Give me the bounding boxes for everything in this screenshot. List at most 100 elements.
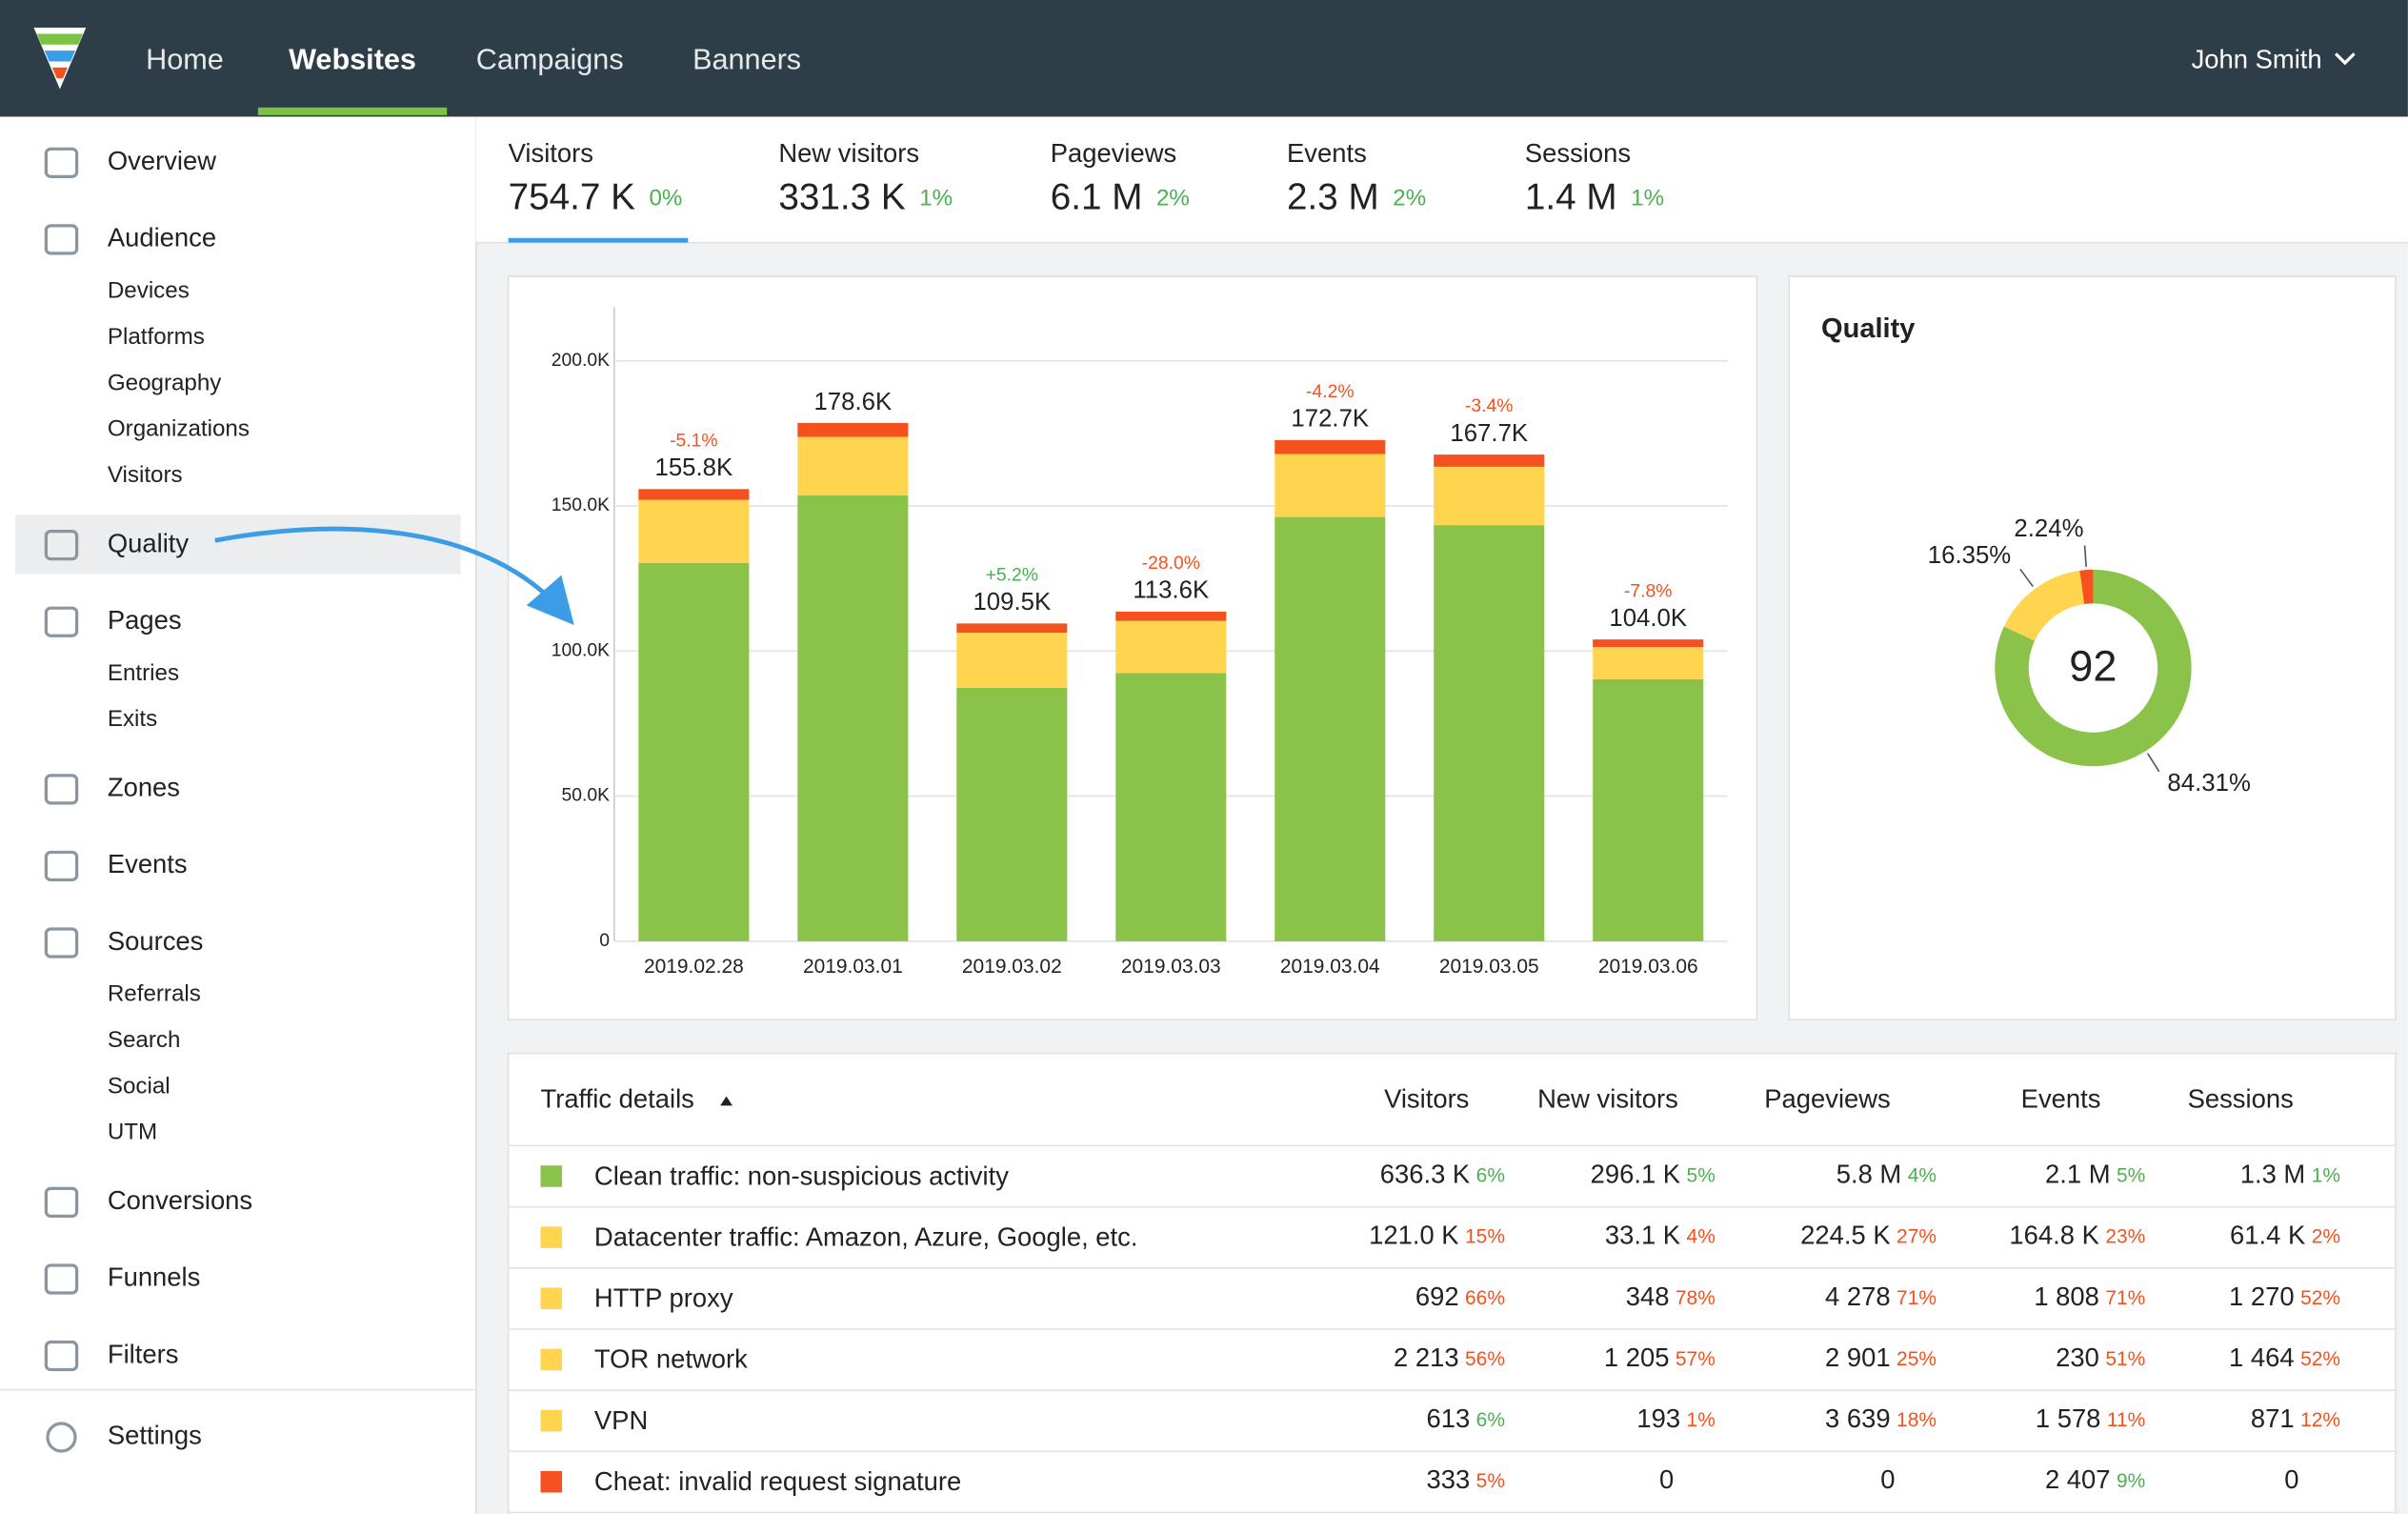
row-color-swatch bbox=[540, 1226, 563, 1248]
sidebar-icon bbox=[44, 1263, 79, 1295]
sidebar-subitem[interactable]: Visitors bbox=[108, 462, 183, 488]
row-color-swatch bbox=[540, 1470, 563, 1493]
quality-score: 92 bbox=[2069, 642, 2117, 691]
bar-segment bbox=[797, 422, 909, 437]
sidebar-subitem[interactable]: Exits bbox=[108, 706, 157, 732]
table-header[interactable]: Events bbox=[2021, 1084, 2101, 1114]
quality-card bbox=[1788, 275, 2397, 1020]
cell-value: 333 bbox=[1427, 1464, 1471, 1494]
cell-change: 4% bbox=[1908, 1164, 1936, 1186]
sidebar-subitem[interactable]: Referrals bbox=[108, 981, 201, 1007]
row-color-swatch bbox=[540, 1348, 563, 1371]
stat-label[interactable]: Events bbox=[1287, 138, 1367, 168]
cell-value: 613 bbox=[1427, 1403, 1471, 1433]
stat-change: 2% bbox=[1393, 186, 1426, 212]
settings-icon bbox=[46, 1422, 77, 1453]
sidebar-item[interactable]: Settings bbox=[108, 1421, 202, 1450]
table-cell: 193 1% bbox=[1636, 1403, 1715, 1433]
sidebar-item[interactable]: Funnels bbox=[108, 1262, 200, 1292]
stat-value: 1.4 M 1% bbox=[1525, 177, 1664, 218]
bar-change-label: -28.0% bbox=[1142, 553, 1200, 574]
stat-label[interactable]: New visitors bbox=[778, 138, 919, 168]
stat-label[interactable]: Sessions bbox=[1525, 138, 1631, 168]
sidebar-item[interactable]: Events bbox=[108, 849, 188, 878]
sidebar-subitem[interactable]: Geography bbox=[108, 370, 222, 395]
bar-segment bbox=[797, 495, 909, 941]
cell-change: 1% bbox=[2312, 1164, 2340, 1186]
cell-value: 5.8 M bbox=[1836, 1160, 1902, 1189]
table-header[interactable]: New visitors bbox=[1537, 1084, 1678, 1114]
nav-item[interactable]: Banners bbox=[692, 44, 801, 76]
cell-change: 11% bbox=[2107, 1409, 2145, 1431]
table-header[interactable]: Pageviews bbox=[1764, 1084, 1890, 1114]
stat-change: 1% bbox=[1631, 186, 1664, 212]
table-cell: 164.8 K 23% bbox=[2009, 1221, 2145, 1250]
top-bar bbox=[0, 0, 2408, 117]
cell-value: 61.4 K bbox=[2230, 1221, 2305, 1250]
cell-change: 52% bbox=[2300, 1286, 2340, 1308]
stat-change: 0% bbox=[649, 186, 682, 212]
nav-item[interactable]: Campaigns bbox=[476, 44, 624, 76]
stat-number: 754.7 K bbox=[509, 177, 636, 218]
table-cell: 0 bbox=[1659, 1464, 1674, 1494]
bar-total-label: 113.6K bbox=[1133, 577, 1209, 604]
cell-value: 1 578 bbox=[2036, 1403, 2101, 1433]
row-color-swatch bbox=[540, 1165, 563, 1187]
pointer-arrow bbox=[214, 526, 574, 626]
stat-label[interactable]: Visitors bbox=[509, 138, 593, 168]
cell-change: 23% bbox=[2105, 1225, 2145, 1247]
table-cell: 5.8 M 4% bbox=[1836, 1160, 1936, 1189]
cell-change: 6% bbox=[1476, 1409, 1505, 1431]
cell-value: 121.0 K bbox=[1369, 1221, 1458, 1250]
cell-change: 18% bbox=[1896, 1409, 1936, 1431]
cell-change: 1% bbox=[1687, 1409, 1716, 1431]
row-label: Cheat: invalid request signature bbox=[594, 1466, 961, 1496]
nav-item[interactable]: Websites bbox=[289, 44, 416, 76]
sidebar-icon bbox=[44, 927, 79, 959]
stat-label[interactable]: Pageviews bbox=[1051, 138, 1176, 168]
bar-segment bbox=[1593, 647, 1704, 679]
row-label: Datacenter traffic: Amazon, Azure, Googl… bbox=[594, 1221, 1138, 1251]
sidebar-item[interactable]: Audience bbox=[108, 223, 216, 252]
x-tick-label: 2019.02.28 bbox=[644, 956, 744, 978]
table-cell: 348 78% bbox=[1626, 1282, 1716, 1311]
stat-value: 6.1 M 2% bbox=[1051, 177, 1190, 218]
user-menu[interactable]: John Smith bbox=[2192, 45, 2322, 74]
sidebar-item[interactable]: Overview bbox=[108, 146, 216, 175]
stat-number: 1.4 M bbox=[1525, 177, 1617, 218]
sidebar-item[interactable]: Conversions bbox=[108, 1185, 252, 1215]
x-tick-label: 2019.03.01 bbox=[803, 956, 903, 978]
sidebar-item[interactable]: Quality bbox=[108, 528, 190, 557]
bar-change-label: +5.2% bbox=[986, 565, 1038, 586]
table-cell: 0 bbox=[2284, 1464, 2298, 1494]
sidebar-icon bbox=[44, 147, 79, 178]
sidebar-item[interactable]: Pages bbox=[108, 605, 182, 635]
sidebar-subitem[interactable]: Search bbox=[108, 1027, 181, 1053]
donut-leader bbox=[2146, 753, 2160, 773]
cell-value: 2 407 bbox=[2045, 1464, 2111, 1494]
sidebar-subitem[interactable]: Devices bbox=[108, 278, 190, 304]
nav-item[interactable]: Home bbox=[146, 44, 224, 76]
donut-leader bbox=[2083, 545, 2087, 567]
cell-change: 9% bbox=[2117, 1470, 2145, 1492]
sidebar-subitem[interactable]: Entries bbox=[108, 660, 179, 686]
table-header[interactable]: Visitors bbox=[1384, 1084, 1469, 1114]
bar-segment bbox=[1274, 439, 1386, 454]
bar-total-label: 178.6K bbox=[813, 389, 892, 415]
sidebar-subitem[interactable]: Platforms bbox=[108, 324, 205, 350]
table-header[interactable]: Sessions bbox=[2188, 1084, 2294, 1114]
cell-value: 230 bbox=[2056, 1342, 2099, 1372]
cell-value: 296.1 K bbox=[1591, 1160, 1680, 1189]
sidebar-subitem[interactable]: Organizations bbox=[108, 416, 250, 442]
sidebar-item[interactable]: Sources bbox=[108, 926, 204, 956]
bar-segment bbox=[797, 436, 909, 495]
sidebar-subitem[interactable]: Social bbox=[108, 1073, 171, 1099]
sidebar-item[interactable]: Zones bbox=[108, 773, 180, 802]
cell-change: 5% bbox=[1476, 1470, 1505, 1492]
cell-value: 1 464 bbox=[2229, 1342, 2295, 1372]
cell-change: 52% bbox=[2300, 1347, 2340, 1369]
sidebar-item[interactable]: Filters bbox=[108, 1339, 179, 1368]
cell-change: 56% bbox=[1465, 1347, 1505, 1369]
sidebar-subitem[interactable]: UTM bbox=[108, 1120, 157, 1145]
bar-segment bbox=[638, 489, 750, 500]
